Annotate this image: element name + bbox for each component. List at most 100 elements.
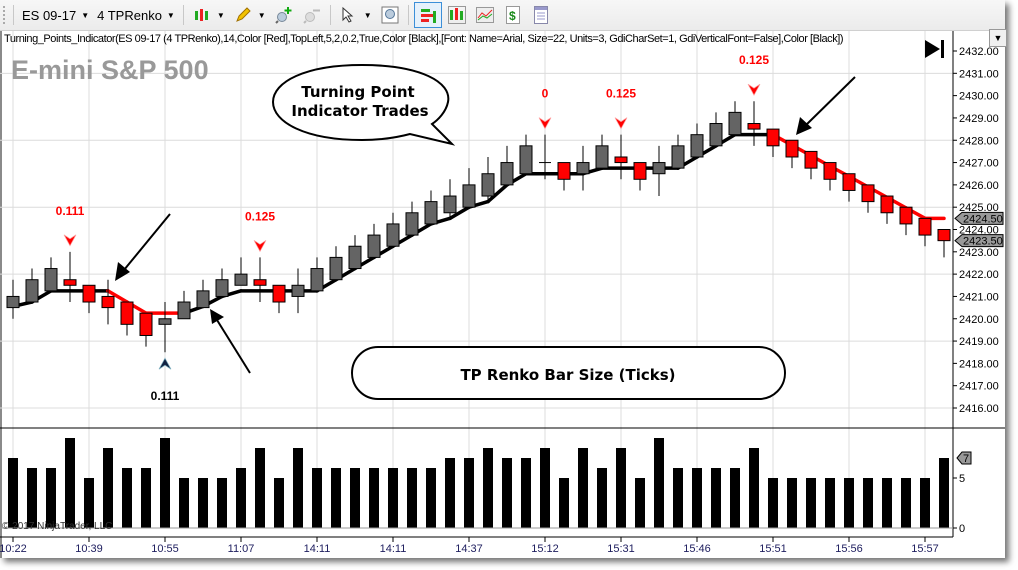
price-tick-label: 2417.00 [959,381,999,393]
candle [557,162,571,191]
volume-tick-label: 5 [959,473,965,485]
volume-bar [844,478,854,528]
price-tick-label: 2427.00 [959,158,999,170]
toolbar-separator [182,5,184,25]
callout-text-line2: Indicator Trades [291,102,428,120]
candle [937,229,951,258]
chevron-down-icon: ▼ [257,10,266,20]
volume-bar [350,468,360,528]
time-tick-label: 15:46 [683,543,711,555]
volume-marker-label: 7 [963,453,969,465]
properties-button[interactable] [528,3,554,27]
candle [215,268,229,297]
drawing-tools-button[interactable]: ▼ [230,3,269,27]
strategies-button[interactable] [444,3,470,27]
time-tick-label: 15:12 [531,543,559,555]
instrument-selector[interactable]: ES 09-17 ▼ [19,3,92,27]
price-tick-label: 2426.00 [959,180,999,192]
candle [348,235,362,270]
volume-bar [198,478,208,528]
candle [139,312,153,347]
time-tick-label: 10:55 [151,543,179,555]
volume-bar [141,468,151,528]
zoom-box-button[interactable] [377,3,403,27]
candle-body [158,318,172,325]
candle [880,195,894,224]
volume-bar [730,468,740,528]
zoom-out-button[interactable] [299,3,325,27]
chart-style-button[interactable]: ▼ [189,3,228,27]
price-tick-label: 2422.00 [959,269,999,281]
candle [709,112,723,147]
dollar-button[interactable]: $ [500,3,526,27]
volume-bar [521,458,531,528]
candle [44,257,58,292]
chart-toolbar: ES 09-17 ▼ 4 TPRenko ▼ ▼ ▼ ▼ $ [0,0,1005,31]
candle [861,184,875,213]
volume-bar [597,468,607,528]
volume-bar [160,438,170,528]
price-tick-label: 2425.00 [959,202,999,214]
candle [539,134,551,180]
bar-size-box [351,346,786,400]
candle-body [120,301,134,325]
annotations: Turning Point Indicator Trades TP Renko … [115,63,856,400]
copyright-label: © 2017 NinjaTrader, LLC [2,521,113,532]
candle [842,173,856,202]
candle-body [215,279,229,297]
bar-type-selector[interactable]: 4 TPRenko ▼ [94,3,178,27]
panel-dropdown-button[interactable]: ▼ [989,29,1007,47]
indicators-button[interactable] [413,2,442,28]
volume-bar [84,478,94,528]
price-tick-label: 2423.00 [959,247,999,259]
volume-bar [673,468,683,528]
candle [82,284,96,314]
candle-body [633,162,647,180]
volume-bar [863,478,873,528]
candle-body [880,195,894,214]
volume-bar [768,478,778,528]
signal-label: 0.125 [606,87,636,101]
price-tick-label: 2418.00 [959,358,999,370]
candle-body [595,145,609,169]
turning-point-line [11,132,946,315]
sell-arrow-icon [63,234,77,247]
price-marker-label: 2424.50 [963,213,1003,225]
candle-body [728,111,742,136]
candle [652,145,666,197]
price-tick-label: 2420.00 [959,314,999,326]
scroll-to-end-icon[interactable] [925,40,944,58]
candle [6,279,20,319]
toolbar-grip[interactable] [3,6,9,24]
candle [633,162,647,191]
price-tick-label: 2429.00 [959,113,999,125]
price-tick-label: 2431.00 [959,68,999,80]
chevron-down-icon: ▼ [81,10,90,20]
turning-line-segment [448,205,471,221]
chart-title: E-mini S&P 500 [11,55,209,85]
volume-bar [103,448,113,528]
signal-label: 0.125 [739,53,769,67]
volume-bar [787,478,797,528]
time-tick-label: 14:11 [304,543,331,555]
chart-trader-button[interactable] [472,3,498,27]
candle-body [861,184,875,203]
candle-body [405,212,419,236]
candle-body [272,284,286,303]
price-tick-label: 2430.00 [959,91,999,103]
signals: 0.111 0.111 0.125 0 0.125 0.125 [56,53,770,403]
volume-bar [122,468,132,528]
volume-bar [407,468,417,528]
volume-bar [502,458,512,528]
candle-body [234,273,248,286]
price-tick-label: 2421.00 [959,291,999,303]
pointer-button[interactable]: ▼ [336,3,375,27]
volume-bar [464,458,474,528]
axes: 2432.00 2431.00 2430.00 2429.00 2428.00 2427.… [0,30,1005,555]
candle [310,257,324,292]
volume-bar [616,448,626,528]
arrow-annotation [796,76,856,135]
zoom-in-button[interactable] [271,3,297,27]
candle-body [899,206,913,225]
